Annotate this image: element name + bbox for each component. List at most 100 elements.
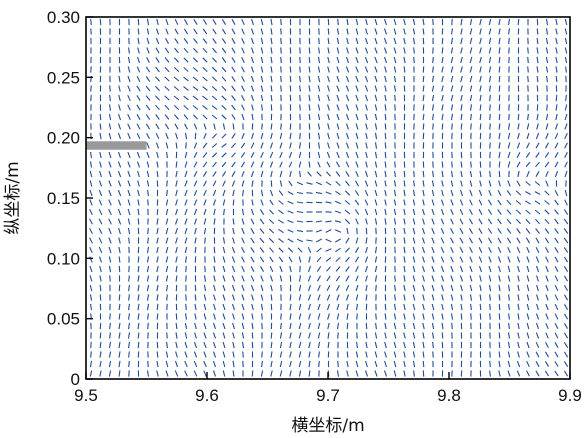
vector-arrow xyxy=(403,227,406,235)
vector-arrow xyxy=(203,294,207,301)
vector-arrow xyxy=(527,56,529,64)
vector-arrow xyxy=(450,85,454,92)
vector-arrow xyxy=(344,209,351,215)
vector-arrow xyxy=(479,113,482,121)
vector-arrow xyxy=(174,114,179,120)
vector-arrow xyxy=(403,208,406,216)
vector-arrow xyxy=(287,210,294,214)
vector-arrow xyxy=(184,151,188,159)
vector-arrow xyxy=(536,75,539,83)
vector-arrow xyxy=(554,370,559,377)
vector-arrow xyxy=(108,170,112,178)
vector-arrow xyxy=(365,218,368,225)
vector-arrow xyxy=(231,171,236,177)
vector-arrow xyxy=(393,218,397,225)
vector-arrow xyxy=(99,265,102,273)
vector-arrow xyxy=(441,85,444,92)
vector-arrow xyxy=(289,123,292,130)
vector-arrow xyxy=(393,303,397,311)
vector-arrow xyxy=(98,246,103,254)
vector-arrow xyxy=(127,132,131,140)
vector-arrow xyxy=(489,170,491,178)
vector-arrow xyxy=(118,351,121,358)
vector-arrow xyxy=(250,284,255,292)
vector-arrow xyxy=(460,180,463,187)
vector-arrow xyxy=(450,113,454,121)
vector-arrow xyxy=(545,47,549,54)
vector-arrow xyxy=(155,66,160,73)
vector-arrow xyxy=(555,113,558,121)
vector-arrow xyxy=(394,237,396,244)
vector-arrow xyxy=(441,161,444,168)
vector-arrow xyxy=(355,218,359,225)
vector-arrow xyxy=(327,56,330,64)
vector-arrow xyxy=(564,142,568,149)
vector-arrow xyxy=(147,227,149,235)
vector-arrow xyxy=(317,75,321,83)
vector-arrow xyxy=(260,189,264,197)
vector-arrow xyxy=(231,38,236,44)
vector-arrow xyxy=(241,47,245,54)
vector-arrow xyxy=(289,75,292,83)
vector-arrow xyxy=(108,256,112,263)
vector-arrow xyxy=(393,199,397,206)
vector-arrow xyxy=(412,275,416,282)
vector-arrow xyxy=(260,275,264,282)
vector-arrow xyxy=(325,201,332,204)
vector-arrow xyxy=(517,284,520,292)
vector-arrow xyxy=(517,275,520,282)
vector-arrow xyxy=(412,265,416,273)
vector-arrow xyxy=(422,218,425,225)
vector-arrow xyxy=(108,237,112,244)
vector-arrow xyxy=(278,190,284,196)
vector-arrow xyxy=(89,227,93,235)
vector-arrow xyxy=(280,37,282,45)
vector-arrow xyxy=(554,161,559,168)
vector-arrow xyxy=(374,161,378,168)
vector-arrow xyxy=(173,105,180,110)
vector-arrow xyxy=(231,66,236,73)
vector-arrow xyxy=(137,341,140,349)
vector-arrow xyxy=(194,322,197,330)
vector-arrow xyxy=(431,313,435,320)
vector-arrow xyxy=(326,151,331,159)
vector-arrow xyxy=(231,284,236,292)
vector-arrow xyxy=(203,123,207,130)
vector-arrow xyxy=(261,360,263,368)
vector-arrow xyxy=(269,256,274,263)
vector-arrow xyxy=(460,113,463,121)
vector-arrow xyxy=(412,322,416,330)
vector-arrow xyxy=(147,199,149,206)
vector-arrow xyxy=(327,142,330,149)
vector-arrow xyxy=(213,313,216,320)
vector-arrow xyxy=(212,171,217,177)
vector-arrow xyxy=(287,247,294,253)
vector-arrow xyxy=(211,152,218,158)
vector-arrow xyxy=(526,370,530,377)
vector-arrow xyxy=(183,57,189,63)
vector-arrow xyxy=(487,228,493,234)
vector-arrow xyxy=(440,256,445,263)
vector-arrow xyxy=(450,256,454,263)
vector-arrow xyxy=(184,360,188,368)
vector-arrow xyxy=(345,256,350,263)
vector-arrow xyxy=(498,294,501,301)
vector-arrow xyxy=(118,237,121,244)
vector-arrow xyxy=(546,75,548,83)
vector-arrow xyxy=(90,28,92,35)
vector-arrow xyxy=(336,28,340,35)
vector-arrow xyxy=(441,303,444,311)
vector-arrow xyxy=(345,56,350,64)
vector-arrow xyxy=(365,275,368,282)
vector-arrow xyxy=(460,313,463,320)
vector-arrow xyxy=(270,37,273,45)
vector-arrow xyxy=(534,200,541,205)
vector-arrow xyxy=(155,142,160,149)
vector-arrow xyxy=(213,284,216,292)
vector-arrow xyxy=(422,85,425,92)
vector-arrow xyxy=(516,360,521,368)
vector-arrow xyxy=(364,180,369,187)
vector-arrow xyxy=(525,237,531,244)
vector-arrow xyxy=(546,104,548,111)
x-tick-label: 9.5 xyxy=(74,386,98,405)
